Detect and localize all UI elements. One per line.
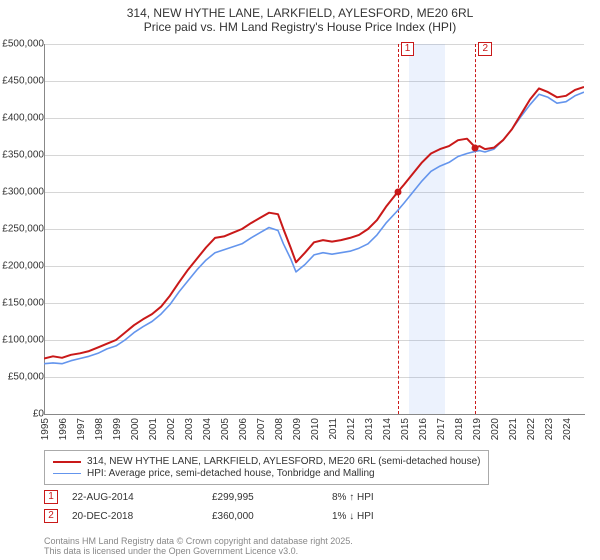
y-axis-label: £150,000 [2,298,44,309]
x-axis-label: 2016 [418,418,429,440]
legend-area: 314, NEW HYTHE LANE, LARKFIELD, AYLESFOR… [44,450,584,523]
x-axis-label: 2012 [346,418,357,440]
sale-marker-dot [472,144,479,151]
legend-swatch-1 [53,461,81,463]
x-axis-label: 2022 [526,418,537,440]
chart-area: 12 £0£50,000£100,000£150,000£200,000£250… [44,44,584,414]
x-axis-label: 1995 [40,418,51,440]
x-axis-label: 2020 [490,418,501,440]
footer: Contains HM Land Registry data © Crown c… [44,536,353,556]
legend-swatch-2 [53,473,81,474]
title-address: 314, NEW HYTHE LANE, LARKFIELD, AYLESFOR… [0,6,600,20]
sale-price: £360,000 [212,511,332,522]
x-axis-label: 1999 [112,418,123,440]
y-axis-label: £300,000 [2,187,44,198]
x-axis-label: 2013 [364,418,375,440]
x-axis-label: 2000 [130,418,141,440]
line-series-property [44,87,584,359]
x-axis-label: 2002 [166,418,177,440]
sale-row: 2 20-DEC-2018£360,0001% ↓ HPI [44,509,584,523]
x-axis-label: 2001 [148,418,159,440]
x-axis-label: 1997 [76,418,87,440]
x-axis-label: 2007 [256,418,267,440]
x-axis-label: 2015 [400,418,411,440]
x-axis-label: 2011 [328,418,339,440]
y-axis-label: £200,000 [2,261,44,272]
y-axis-label: £400,000 [2,113,44,124]
legend-row-2: HPI: Average price, semi-detached house,… [53,468,480,479]
legend-label-1: 314, NEW HYTHE LANE, LARKFIELD, AYLESFOR… [87,456,480,467]
x-axis-label: 2005 [220,418,231,440]
title-block: 314, NEW HYTHE LANE, LARKFIELD, AYLESFOR… [0,0,600,34]
x-axis-label: 2019 [472,418,483,440]
x-axis-label: 2023 [544,418,555,440]
sale-number-badge: 1 [44,490,58,504]
sale-number-badge: 2 [44,509,58,523]
footer-line-2: This data is licensed under the Open Gov… [44,546,353,556]
x-axis-label: 2014 [382,418,393,440]
sale-marker-dot [394,189,401,196]
x-axis-label: 2010 [310,418,321,440]
sale-price: £299,995 [212,492,332,503]
x-axis-label: 2006 [238,418,249,440]
y-axis-label: £250,000 [2,224,44,235]
sale-date: 22-AUG-2014 [72,492,212,503]
legend-label-2: HPI: Average price, semi-detached house,… [87,468,375,479]
line-series-svg [44,44,584,414]
x-axis-label: 2008 [274,418,285,440]
y-axis-label: £100,000 [2,335,44,346]
line-series-hpi [44,92,584,364]
sale-hpi-delta: 1% ↓ HPI [332,511,432,522]
x-axis-label: 2017 [436,418,447,440]
title-subtitle: Price paid vs. HM Land Registry's House … [0,20,600,34]
x-axis-label: 2009 [292,418,303,440]
x-axis-label: 2003 [184,418,195,440]
y-axis-label: £450,000 [2,76,44,87]
x-axis-label: 2018 [454,418,465,440]
y-axis-label: £500,000 [2,39,44,50]
sale-hpi-delta: 8% ↑ HPI [332,492,432,503]
sale-date: 20-DEC-2018 [72,511,212,522]
sale-row: 1 22-AUG-2014£299,9958% ↑ HPI [44,490,584,504]
legend-row-1: 314, NEW HYTHE LANE, LARKFIELD, AYLESFOR… [53,456,480,467]
x-axis-label: 2021 [508,418,519,440]
y-axis-label: £350,000 [2,150,44,161]
x-axis-label: 2004 [202,418,213,440]
x-axis-label: 1998 [94,418,105,440]
footer-line-1: Contains HM Land Registry data © Crown c… [44,536,353,546]
legend-box: 314, NEW HYTHE LANE, LARKFIELD, AYLESFOR… [44,450,489,485]
y-axis-label: £50,000 [8,372,44,383]
x-axis-label: 1996 [58,418,69,440]
x-axis-label: 2024 [562,418,573,440]
chart-container: 314, NEW HYTHE LANE, LARKFIELD, AYLESFOR… [0,0,600,560]
